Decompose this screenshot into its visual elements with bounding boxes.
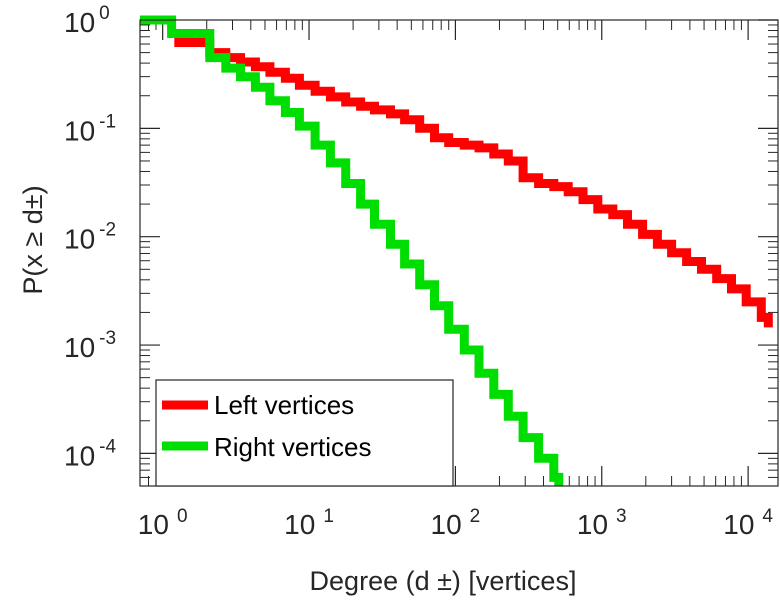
legend-label-right: Right vertices (214, 432, 372, 462)
x-tick-label: 10 0 (138, 506, 188, 540)
y-tick-label: 10 -2 (64, 220, 116, 255)
legend: Left vertices Right vertices (155, 379, 454, 487)
x-tick-label: 10 3 (577, 506, 627, 540)
y-axis-label: P(x ≥ d±) (18, 185, 48, 294)
y-tick-label: 10 -3 (64, 328, 116, 363)
series-left-vertices (174, 38, 773, 328)
y-tick-label: 10 0 (64, 3, 110, 38)
y-tick-label: 10 -1 (64, 111, 116, 146)
series-right-vertices (139, 15, 564, 486)
x-tick-label: 10 2 (431, 506, 481, 540)
series-layer (139, 15, 773, 486)
legend-label-left: Left vertices (214, 390, 354, 420)
x-tick-labels: 10 0 10 1 10 2 10 3 10 4 (138, 506, 774, 540)
y-tick-label: 10 -4 (64, 436, 116, 471)
x-axis-label: Degree (d ±) [vertices] (310, 566, 577, 596)
series-line (174, 38, 773, 328)
x-tick-label: 10 1 (284, 506, 334, 540)
x-tick-label: 10 4 (723, 506, 773, 540)
plot-frame (139, 19, 779, 487)
legend-box (155, 379, 454, 487)
